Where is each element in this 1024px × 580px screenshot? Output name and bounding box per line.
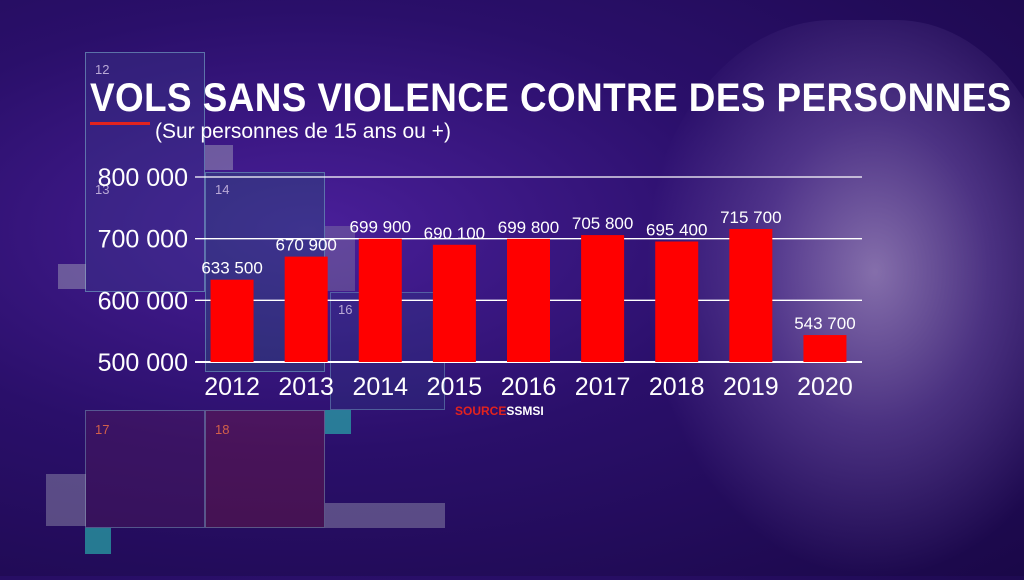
deco-box	[46, 474, 86, 526]
chart-subtitle: (Sur personnes de 15 ans ou +)	[155, 120, 451, 143]
deco-number: 17	[95, 422, 110, 437]
deco-box	[325, 226, 355, 291]
x-tick-label: 2015	[427, 373, 483, 401]
bar-value-label: 633 500	[201, 259, 262, 278]
deco-box	[325, 410, 351, 434]
bar-value-label: 670 900	[275, 236, 336, 255]
bar-value-label: 705 800	[572, 214, 633, 233]
bar	[729, 228, 773, 362]
x-tick-label: 2019	[723, 373, 779, 401]
deco-box	[85, 528, 111, 554]
x-tick-label: 2016	[501, 373, 557, 401]
bar	[581, 235, 625, 362]
y-tick-label: 500 000	[98, 349, 188, 377]
bar-value-label: 699 900	[350, 218, 411, 237]
title-accent-line	[90, 122, 150, 125]
x-tick-label: 2012	[204, 373, 260, 401]
deco-box	[85, 52, 205, 292]
bar-value-label: 715 700	[720, 208, 781, 227]
deco-number: 13	[95, 182, 110, 197]
deco-box	[205, 410, 325, 528]
bar	[803, 335, 847, 362]
deco-box	[58, 264, 86, 289]
source-name: SSMSI	[506, 404, 544, 418]
x-tick-label: 2014	[352, 373, 408, 401]
y-tick-label: 700 000	[98, 226, 188, 254]
bar-value-label: 690 100	[424, 224, 485, 243]
bar-value-label: 699 800	[498, 218, 559, 237]
x-tick-label: 2017	[575, 373, 631, 401]
x-tick-label: 2020	[797, 373, 853, 401]
bar-value-label: 695 400	[646, 221, 707, 240]
bar	[210, 279, 254, 362]
y-tick-label: 800 000	[98, 164, 188, 192]
bar	[655, 241, 699, 362]
bar	[358, 238, 402, 362]
deco-number: 12	[95, 62, 110, 77]
x-tick-label: 2013	[278, 373, 334, 401]
deco-box	[85, 410, 205, 528]
bar	[507, 238, 550, 362]
x-tick-label: 2018	[649, 373, 705, 401]
deco-number: 18	[215, 422, 230, 437]
deco-number: 16	[338, 302, 353, 317]
source-note: SOURCESSMSI	[455, 404, 544, 418]
y-tick-label: 600 000	[98, 287, 188, 315]
deco-box	[205, 145, 233, 170]
bar	[432, 244, 476, 362]
deco-number: 14	[215, 182, 230, 197]
deco-box	[325, 503, 445, 528]
bar-value-label: 543 700	[794, 314, 855, 333]
chart-title: VOLS SANS VIOLENCE CONTRE DES PERSONNES	[90, 76, 1012, 120]
source-label: SOURCE	[455, 404, 507, 418]
bar	[284, 256, 328, 362]
